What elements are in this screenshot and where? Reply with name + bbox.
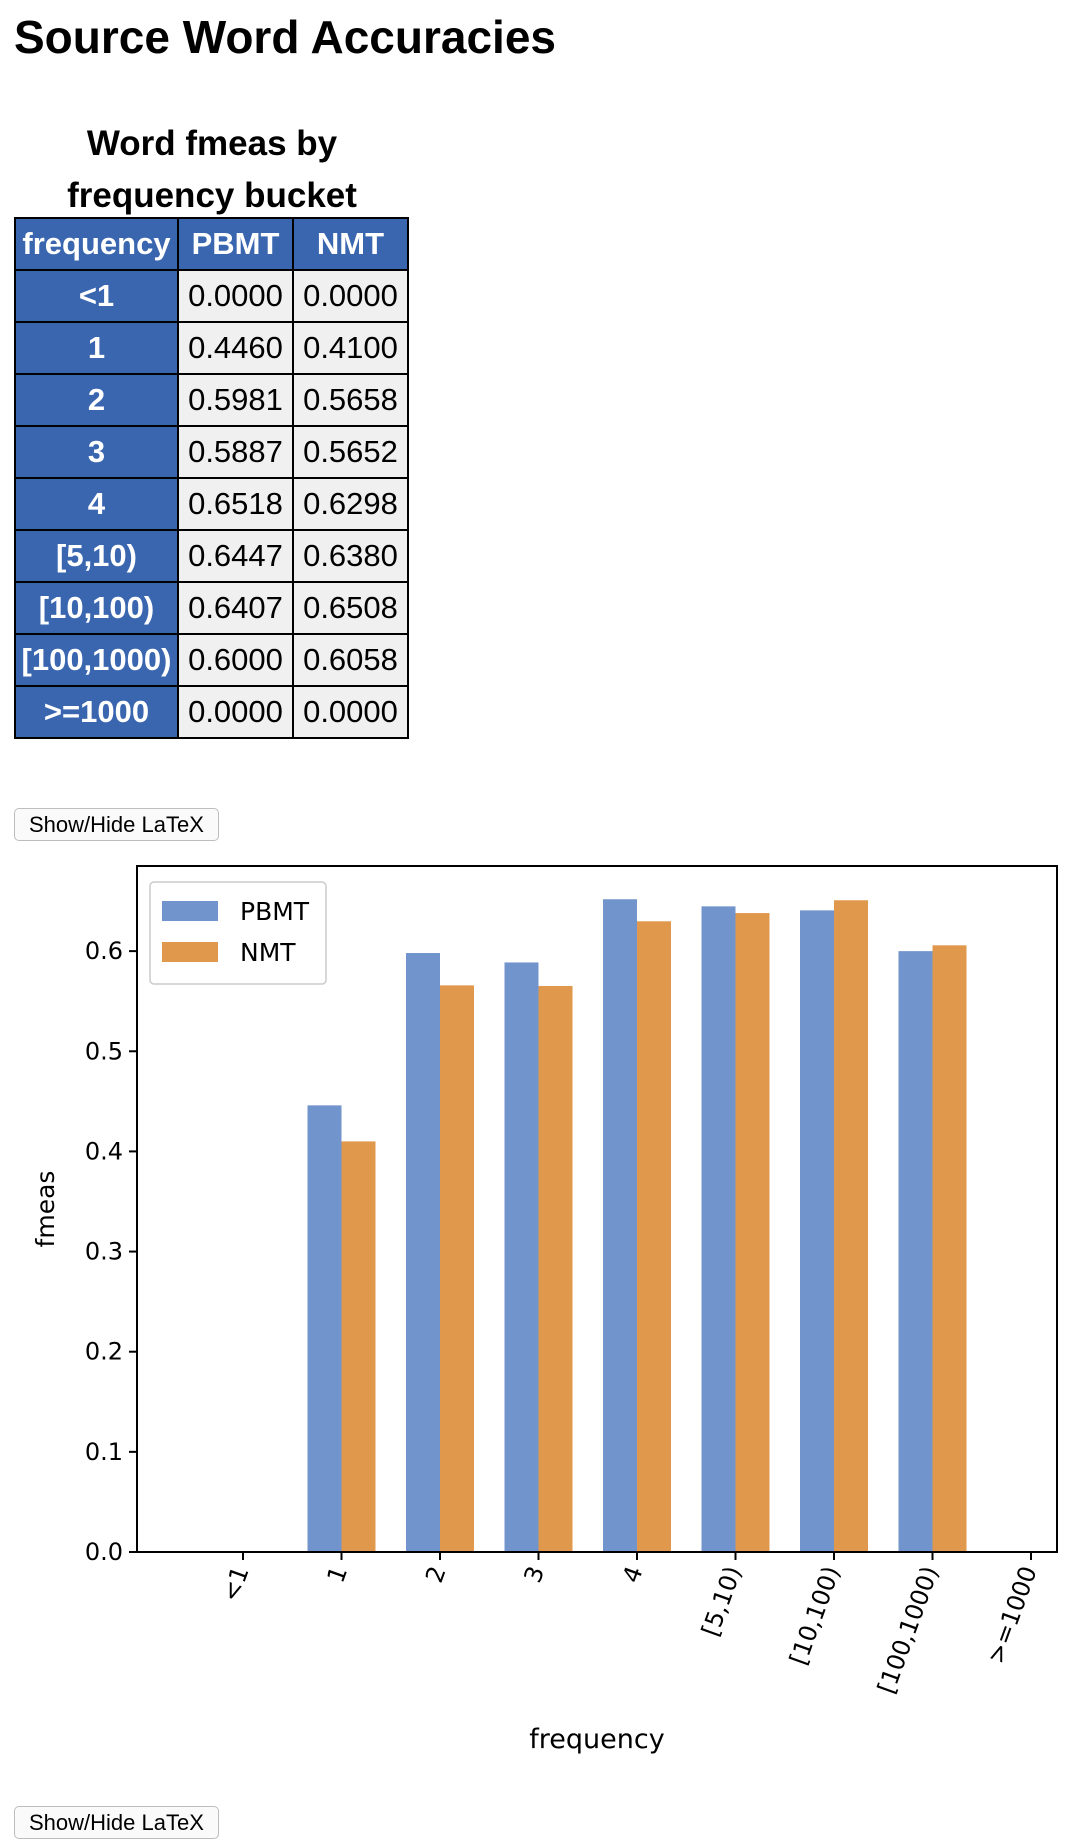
row-label: 4 (14, 477, 179, 531)
nmt-value: 0.6298 (292, 477, 409, 531)
bar-pbmt-2 (406, 953, 440, 1552)
bar-pbmt-4 (603, 899, 637, 1552)
table-row: [5,10) 0.6447 0.6380 (14, 529, 409, 583)
pbmt-value: 0.6000 (177, 633, 294, 687)
table-row: 4 0.6518 0.6298 (14, 477, 409, 531)
nmt-value: 0.4100 (292, 321, 409, 375)
nmt-value: 0.6058 (292, 633, 409, 687)
chart-bars (307, 899, 967, 1552)
table-row: >=1000 0.0000 0.0000 (14, 685, 409, 739)
table-row: [10,100) 0.6407 0.6508 (14, 581, 409, 635)
legend-label-pbmt: PBMT (240, 897, 310, 926)
bar-nmt-1 (341, 1141, 376, 1552)
row-label: 1 (14, 321, 179, 375)
x-tick-label: [5,10) (696, 1562, 747, 1639)
nmt-value: 0.6508 (292, 581, 409, 635)
row-label: 2 (14, 373, 179, 427)
x-tick-label: [10,100) (784, 1562, 845, 1668)
x-tick-label: <1 (216, 1562, 254, 1605)
x-tick-label: 1 (322, 1562, 354, 1586)
show-hide-latex-button[interactable]: Show/Hide LaTeX (14, 808, 219, 841)
pbmt-value: 0.6518 (177, 477, 294, 531)
pbmt-value: 0.5887 (177, 425, 294, 479)
fmeas-table: frequency PBMT NMT <1 0.0000 0.0000 1 0.… (14, 217, 409, 739)
fmeas-bar-chart: 0.0 0.1 0.2 0.3 0.4 0.5 0.6 <1 1 2 3 4 [5,10) [10,10… (31, 865, 1058, 1755)
row-label: 3 (14, 425, 179, 479)
table-row: 2 0.5981 0.5658 (14, 373, 409, 427)
nmt-value: 0.0000 (292, 685, 409, 739)
pbmt-value: 0.4460 (177, 321, 294, 375)
x-tick-label: 2 (420, 1562, 452, 1586)
bar-nmt-3 (538, 985, 573, 1552)
pbmt-value: 0.6447 (177, 529, 294, 583)
chart-legend: PBMT NMT (149, 881, 327, 985)
bar-nmt-6 (834, 900, 868, 1552)
bar-nmt-4 (637, 921, 671, 1552)
row-label: [5,10) (14, 529, 179, 583)
table-caption: Word fmeas by frequency bucket (14, 118, 410, 222)
x-tick-label: [100,1000) (872, 1562, 944, 1697)
bar-nmt-7 (932, 945, 967, 1552)
table-row: <1 0.0000 0.0000 (14, 269, 409, 323)
bar-pbmt-1 (307, 1105, 342, 1552)
nmt-value: 0.0000 (292, 269, 409, 323)
header-frequency: frequency (14, 217, 179, 271)
bar-pbmt-5 (701, 906, 736, 1552)
plot-frame (136, 865, 1058, 1553)
y-axis-label: fmeas (31, 1171, 60, 1248)
pbmt-value: 0.0000 (177, 685, 294, 739)
table-caption-line-2: frequency bucket (67, 176, 357, 215)
legend-swatch-pbmt (162, 901, 218, 921)
pbmt-value: 0.5981 (177, 373, 294, 427)
table-row: 3 0.5887 0.5652 (14, 425, 409, 479)
bar-nmt-2 (440, 985, 474, 1552)
table-caption-line-1: Word fmeas by (86, 124, 338, 163)
row-label: >=1000 (14, 685, 179, 739)
y-tick-label: 0.5 (85, 1037, 123, 1065)
y-tick-label: 0.0 (85, 1538, 123, 1566)
header-nmt: NMT (292, 217, 409, 271)
show-hide-latex-button[interactable]: Show/Hide LaTeX (14, 1806, 219, 1839)
y-tick-label: 0.6 (85, 937, 123, 965)
x-axis-label: frequency (529, 1724, 664, 1755)
y-tick-label: 0.2 (85, 1338, 123, 1366)
nmt-value: 0.5652 (292, 425, 409, 479)
x-axis: <1 1 2 3 4 [5,10) [10,100) [100,1000) >=1000 (216, 1552, 1043, 1697)
pbmt-value: 0.0000 (177, 269, 294, 323)
table-row: [100,1000) 0.6000 0.6058 (14, 633, 409, 687)
bar-nmt-5 (735, 913, 770, 1552)
legend-label-nmt: NMT (240, 938, 296, 967)
header-pbmt: PBMT (177, 217, 294, 271)
nmt-value: 0.5658 (292, 373, 409, 427)
row-label: <1 (14, 269, 179, 323)
page-title: Source Word Accuracies (14, 11, 556, 63)
x-tick-label: 3 (519, 1562, 551, 1586)
row-label: [100,1000) (14, 633, 179, 687)
row-label: [10,100) (14, 581, 179, 635)
legend-swatch-nmt (162, 942, 218, 962)
table-row: 1 0.4460 0.4100 (14, 321, 409, 375)
x-tick-label: 4 (617, 1562, 649, 1586)
pbmt-value: 0.6407 (177, 581, 294, 635)
table-header-row: frequency PBMT NMT (14, 217, 409, 271)
nmt-value: 0.6380 (292, 529, 409, 583)
y-tick-label: 0.4 (85, 1137, 123, 1165)
y-tick-label: 0.3 (85, 1238, 123, 1266)
y-axis: 0.0 0.1 0.2 0.3 0.4 0.5 0.6 (85, 937, 137, 1566)
bar-pbmt-3 (504, 962, 539, 1552)
y-tick-label: 0.1 (85, 1438, 123, 1466)
bar-pbmt-7 (898, 951, 933, 1552)
bar-pbmt-6 (800, 910, 834, 1552)
x-tick-label: >=1000 (982, 1562, 1043, 1667)
